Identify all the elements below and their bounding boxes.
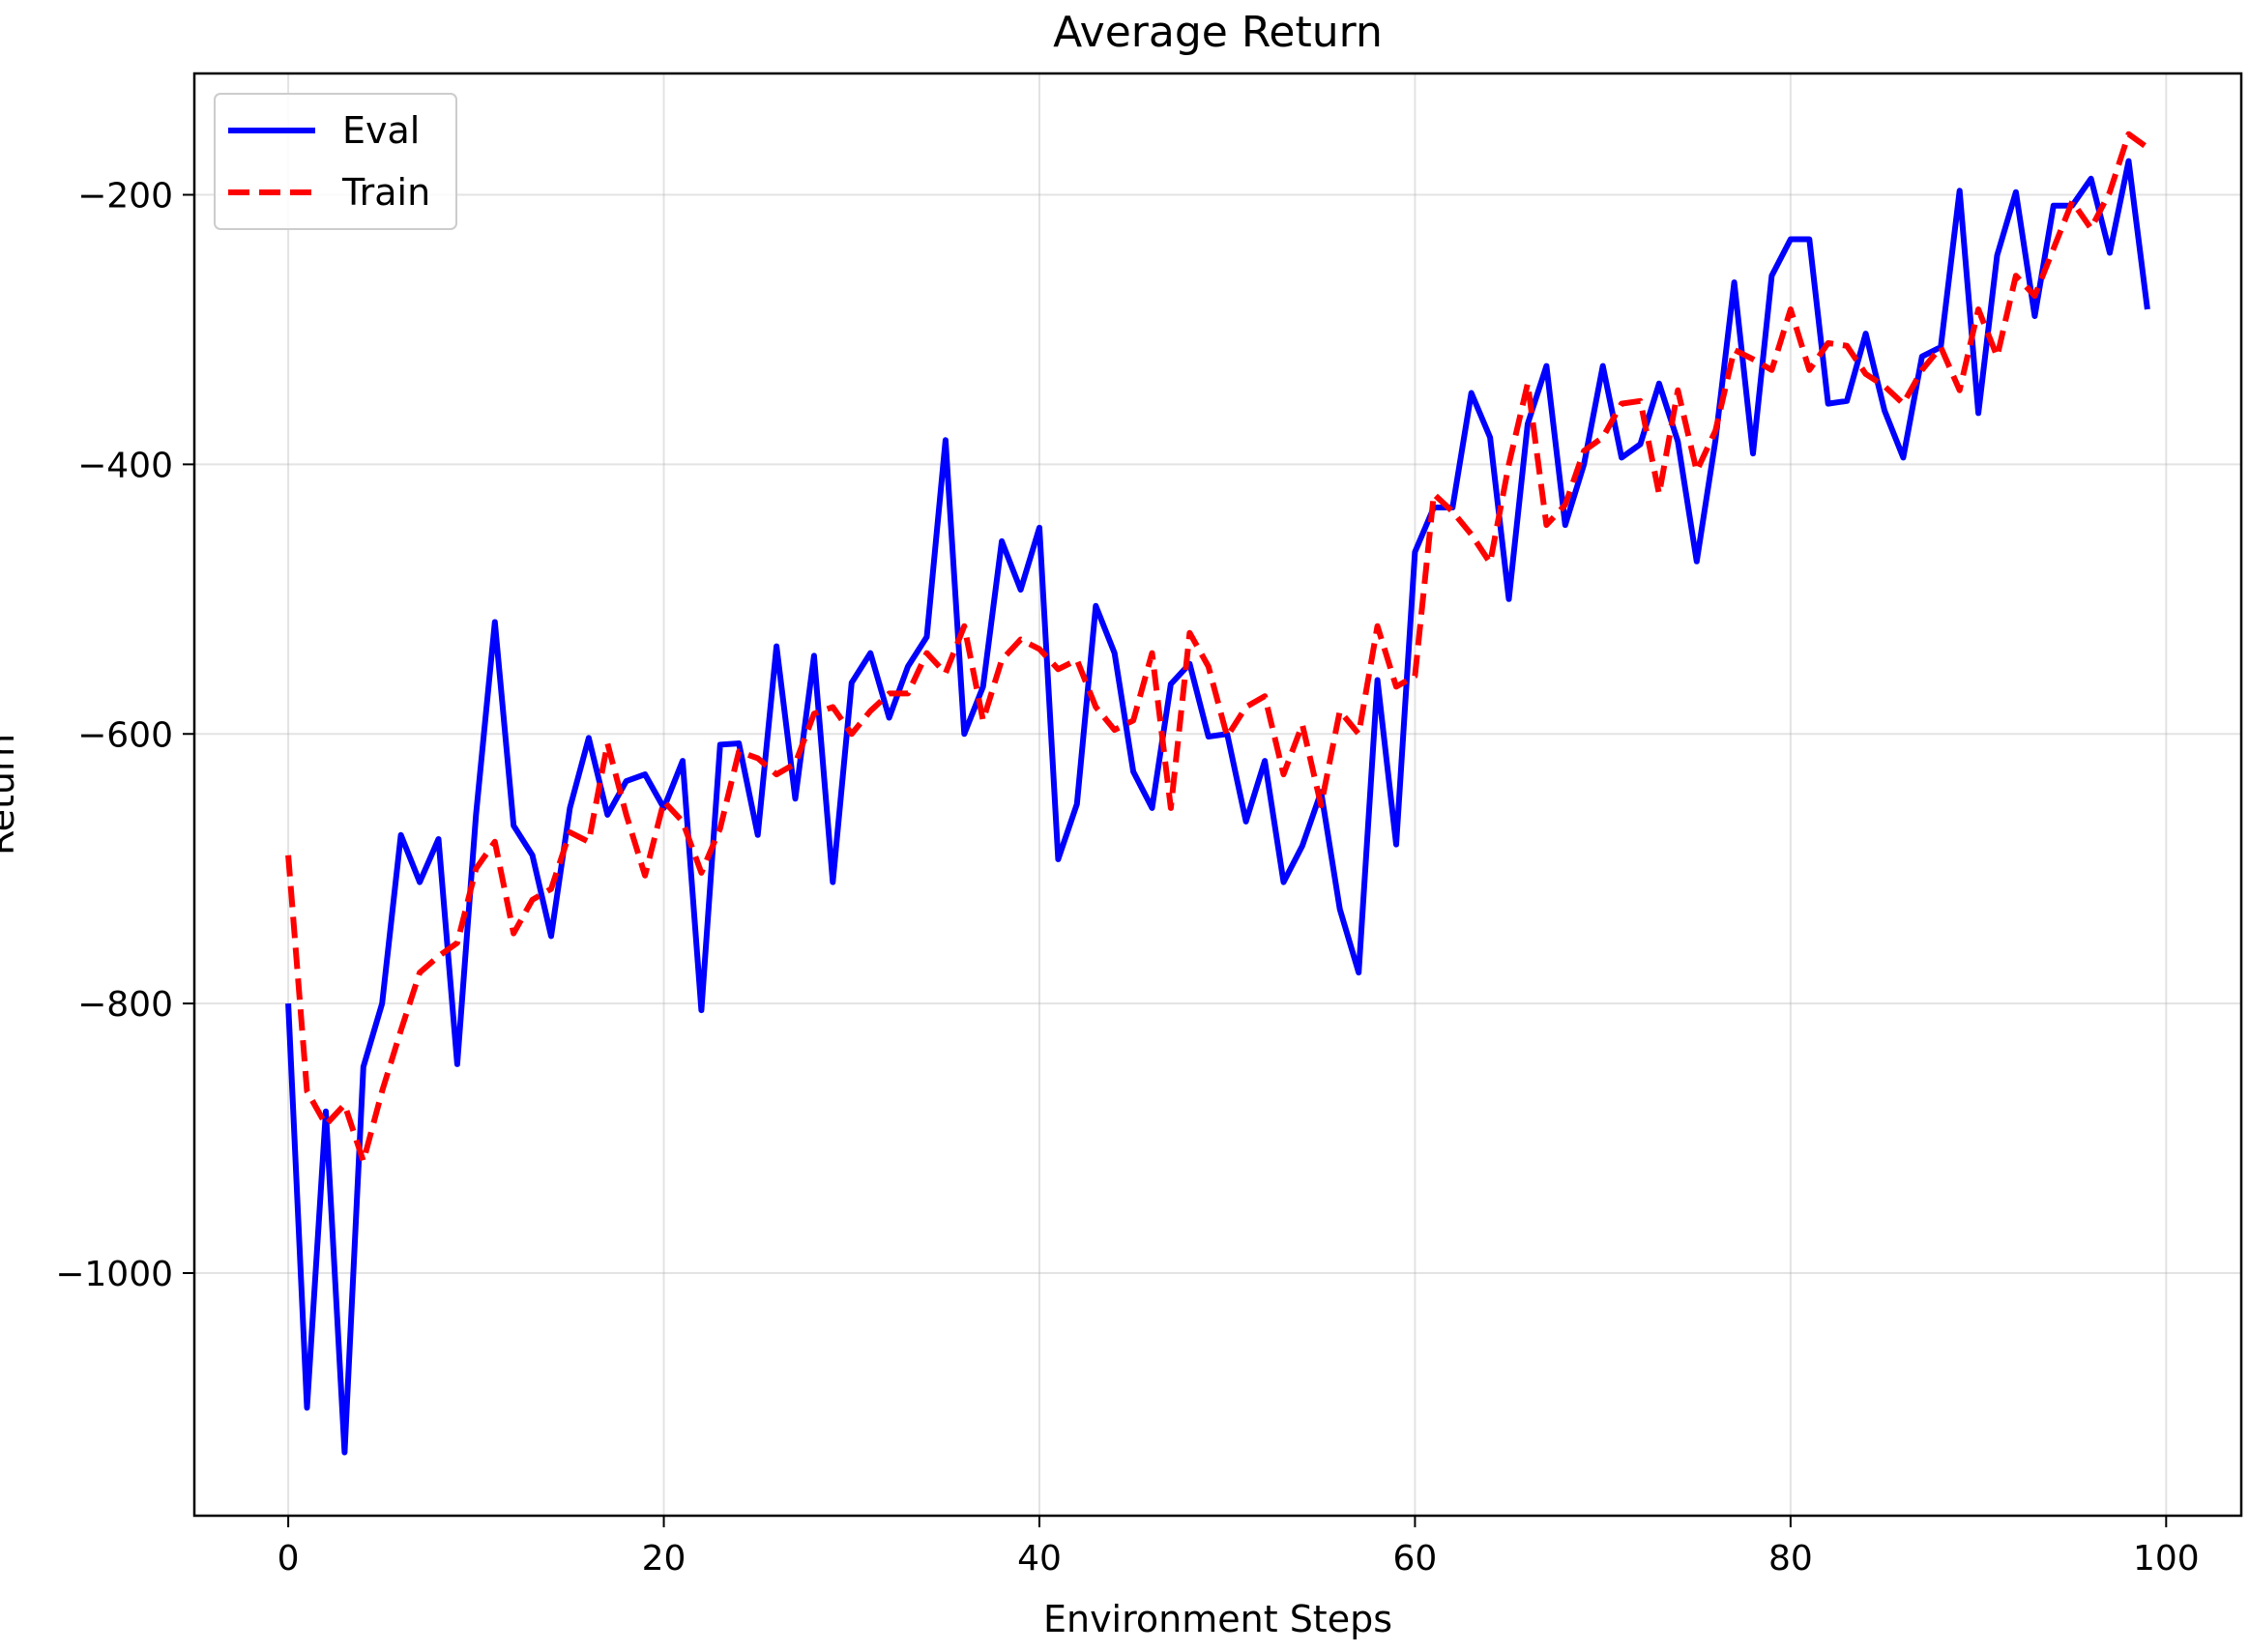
x-tick-label: 80 xyxy=(1768,1539,1813,1579)
x-tick-label: 60 xyxy=(1393,1539,1438,1579)
y-axis-title: Return xyxy=(0,734,22,855)
y-tick-label: −800 xyxy=(77,985,173,1025)
y-tick-label: −600 xyxy=(77,715,173,755)
series-line-eval xyxy=(285,158,2150,1456)
y-tick-label: −400 xyxy=(77,446,173,485)
axis-ticks: 0 20 40 60 80 100 −1000 −800 −600 −400 −200 xyxy=(55,176,2199,1579)
x-tick-label: 40 xyxy=(1017,1539,1062,1579)
legend-label-eval: Eval xyxy=(342,109,420,152)
x-axis-title: Environment Steps xyxy=(1043,1598,1392,1640)
y-tick-label: −1000 xyxy=(55,1255,173,1294)
x-tick-label: 20 xyxy=(642,1539,686,1579)
legend-label-train: Train xyxy=(341,171,430,214)
x-tick-label: 100 xyxy=(2133,1539,2200,1579)
chart-title: Average Return xyxy=(1053,8,1383,57)
legend: Eval Train xyxy=(214,93,457,230)
y-tick-label: −200 xyxy=(77,176,173,216)
plot-series xyxy=(285,130,2150,1456)
plot-frame xyxy=(192,72,2243,1518)
series-line-train xyxy=(285,130,2149,1165)
x-tick-label: 0 xyxy=(277,1539,300,1579)
